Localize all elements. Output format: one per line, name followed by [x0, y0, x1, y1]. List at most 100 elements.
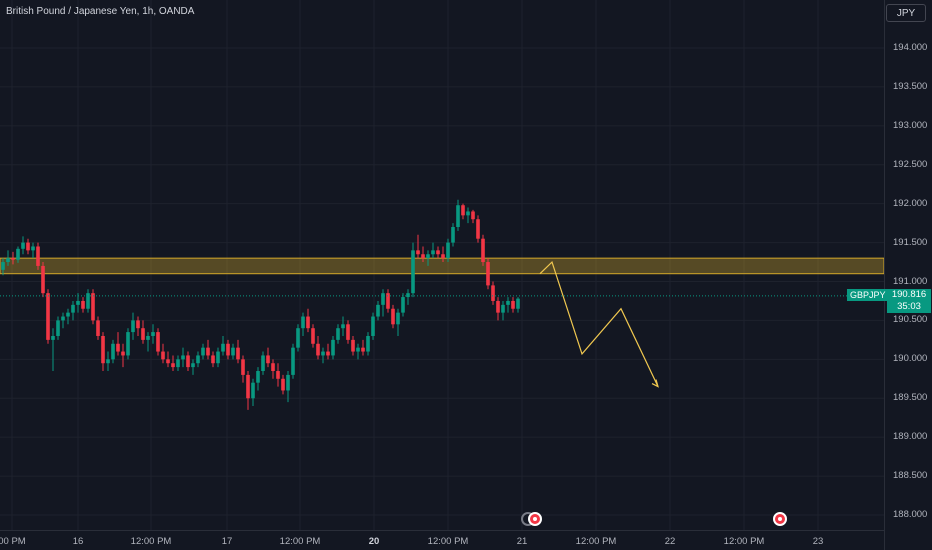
- candle-body: [181, 355, 185, 360]
- candle-body: [106, 359, 110, 364]
- time-tick-label: 12:00 PM: [427, 536, 469, 547]
- candle-body: [46, 293, 50, 340]
- candle-body: [76, 300, 80, 305]
- candle-body: [1, 262, 5, 270]
- currency-button[interactable]: JPY: [886, 4, 926, 22]
- candle-body: [311, 328, 315, 344]
- candle-body: [261, 355, 265, 372]
- candle-body: [436, 250, 440, 255]
- time-axis[interactable]: [0, 530, 884, 550]
- candle-body: [486, 262, 490, 286]
- candle-countdown: 35:03: [897, 301, 921, 312]
- candle-body: [236, 347, 240, 360]
- candle-body: [356, 347, 360, 352]
- candle-body: [216, 351, 220, 364]
- candle-body: [506, 300, 510, 305]
- candle-body: [281, 378, 285, 391]
- candle-body: [431, 250, 435, 255]
- candle-body: [271, 363, 275, 372]
- candle-body: [266, 355, 270, 364]
- candle-body: [211, 355, 215, 364]
- price-tick-label: 191.500: [893, 236, 928, 248]
- candle-body: [471, 211, 475, 220]
- last-price-label: 190.816 35:03: [887, 289, 931, 313]
- candle-body: [421, 254, 425, 259]
- candle-body: [376, 304, 380, 317]
- candle-body: [416, 250, 420, 255]
- candle-body: [386, 293, 390, 309]
- candle-body: [366, 335, 370, 352]
- candle-body: [296, 328, 300, 348]
- candle-body: [131, 320, 135, 333]
- chart-area[interactable]: [0, 0, 885, 530]
- candle-body: [21, 242, 25, 249]
- candle-body: [96, 320, 100, 336]
- candle-body: [446, 242, 450, 259]
- candle-body: [391, 308, 395, 325]
- candle-body: [331, 339, 335, 356]
- last-price-value: 190.816: [891, 289, 927, 300]
- candle-body: [66, 312, 70, 317]
- candle-body: [256, 371, 260, 383]
- economic-event-icon[interactable]: [528, 512, 542, 526]
- candle-body: [171, 363, 175, 368]
- candle-body: [26, 242, 30, 251]
- candle-body: [301, 316, 305, 329]
- candle-body: [6, 258, 10, 263]
- candle-body: [71, 304, 75, 313]
- price-tick-label: 189.000: [893, 431, 928, 443]
- time-tick-label: 20: [368, 536, 380, 547]
- chart-canvas[interactable]: [0, 0, 885, 530]
- symbol-label: GBPJPY: [847, 289, 889, 301]
- candle-body: [11, 258, 15, 260]
- price-tick-label: 191.000: [893, 275, 928, 287]
- time-tick-label: 21: [516, 536, 528, 547]
- candle-body: [141, 328, 145, 340]
- price-tick-label: 189.500: [893, 392, 928, 404]
- chart-title: British Pound / Japanese Yen, 1h, OANDA: [6, 6, 195, 17]
- candle-body: [101, 335, 105, 364]
- candle-body: [461, 205, 465, 216]
- candle-body: [426, 254, 430, 259]
- candle-body: [326, 351, 330, 356]
- time-tick-label: 22: [664, 536, 676, 547]
- candle-body: [121, 351, 125, 356]
- candle-body: [346, 324, 350, 340]
- price-tick-label: 190.500: [893, 314, 928, 326]
- candle-body: [201, 347, 205, 356]
- candle-body: [291, 347, 295, 375]
- candle-body: [176, 359, 180, 368]
- candle-body: [316, 343, 320, 356]
- candle-body: [511, 300, 515, 309]
- candle-body: [36, 246, 40, 266]
- candle-body: [151, 332, 155, 336]
- candle-body: [276, 371, 280, 379]
- candle-body: [41, 265, 45, 294]
- candle-body: [351, 339, 355, 352]
- candle-body: [491, 285, 495, 301]
- price-tick-label: 193.000: [893, 119, 928, 131]
- economic-event-icon[interactable]: [773, 512, 787, 526]
- candle-body: [381, 293, 385, 305]
- candle-body: [116, 343, 120, 352]
- candle-body: [516, 298, 520, 309]
- candle-body: [241, 359, 245, 375]
- candle-body: [186, 355, 190, 368]
- candle-body: [456, 205, 460, 228]
- candle-body: [476, 219, 480, 239]
- candle-body: [306, 316, 310, 329]
- candle-body: [251, 382, 255, 399]
- candle-body: [86, 293, 90, 309]
- price-axis[interactable]: [884, 0, 932, 550]
- candle-body: [231, 347, 235, 356]
- candle-body: [406, 293, 410, 298]
- candle-body: [401, 297, 405, 313]
- candle-body: [396, 312, 400, 325]
- candle-body: [341, 324, 345, 329]
- candle-body: [496, 300, 500, 313]
- price-tick-label: 192.500: [893, 158, 928, 170]
- candle-body: [31, 246, 35, 251]
- candle-body: [161, 351, 165, 360]
- candle-body: [136, 320, 140, 329]
- time-tick-label: 12:00 PM: [130, 536, 172, 547]
